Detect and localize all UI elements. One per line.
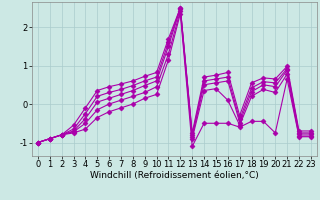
X-axis label: Windchill (Refroidissement éolien,°C): Windchill (Refroidissement éolien,°C) [90,171,259,180]
